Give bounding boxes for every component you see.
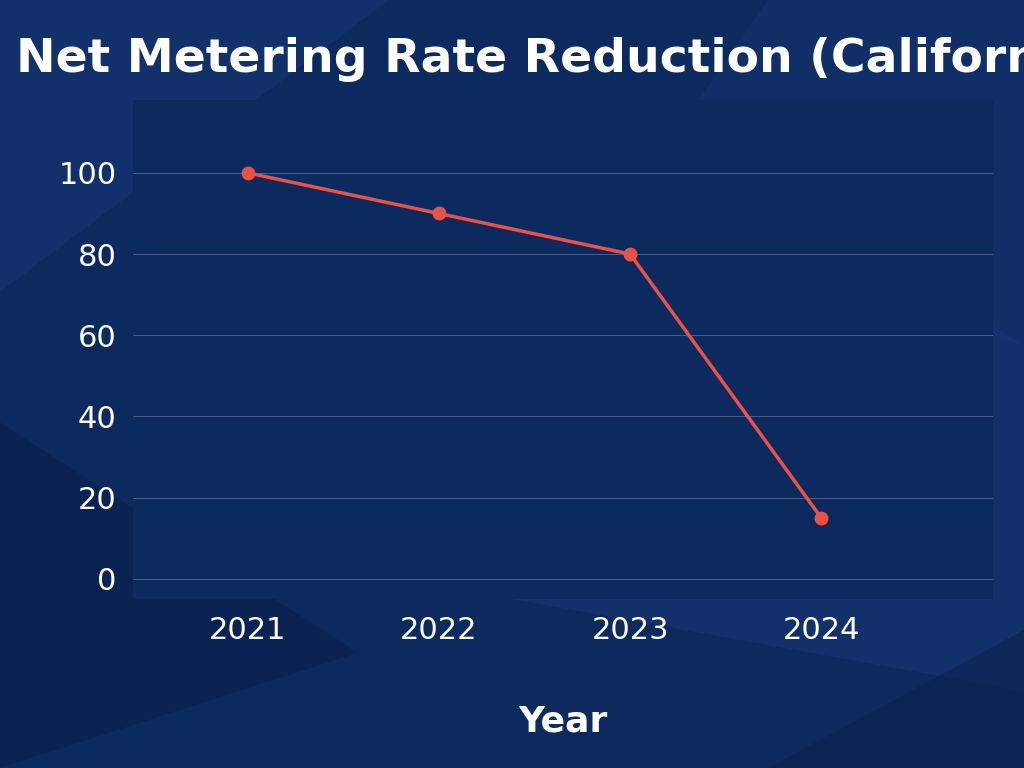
Text: Year: Year — [518, 705, 608, 739]
Title: Net Metering Rate Reduction (California): Net Metering Rate Reduction (California) — [16, 37, 1024, 82]
